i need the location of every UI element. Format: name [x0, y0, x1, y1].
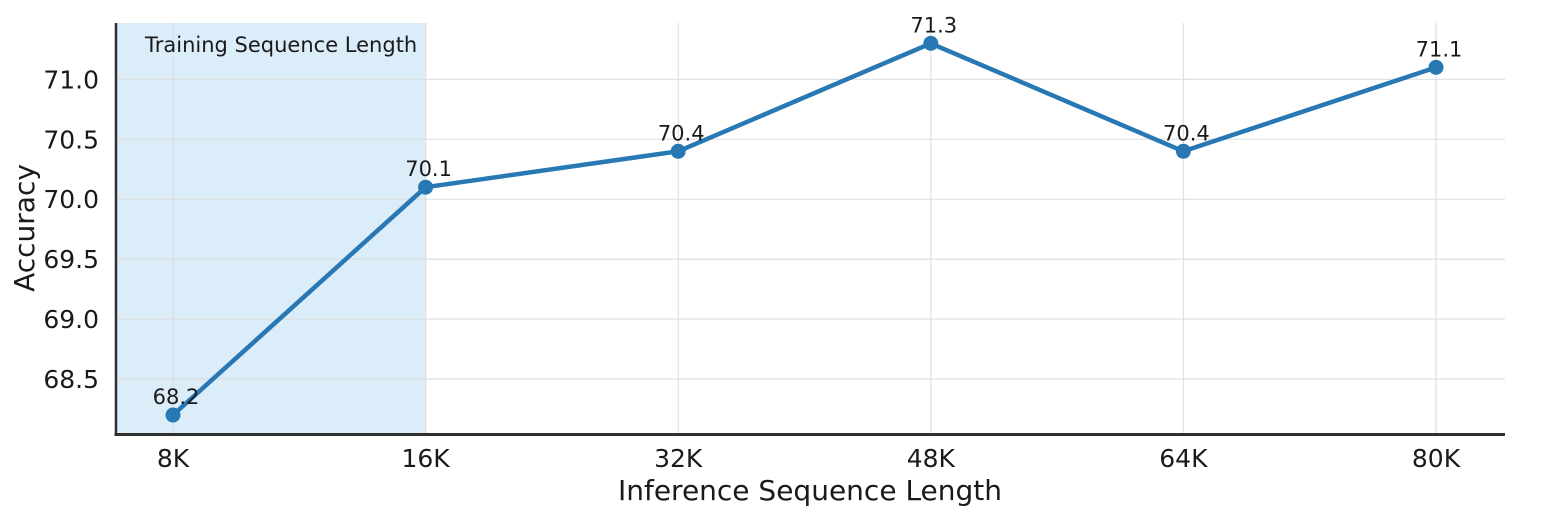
data-point [165, 407, 181, 423]
y-tick-label: 70.0 [43, 185, 99, 214]
y-tick-label: 69.0 [43, 305, 99, 334]
point-value-label: 70.4 [658, 121, 705, 145]
accuracy-line [170, 41, 1439, 418]
series-layer [165, 35, 1444, 423]
point-value-label: 71.3 [910, 13, 957, 37]
y-tick-label: 68.5 [43, 365, 99, 394]
point-value-label: 68.2 [153, 385, 200, 409]
data-point [923, 35, 939, 51]
x-tick-label: 64K [1159, 444, 1208, 473]
y-tick-labels: 68.5 69.0 69.5 70.0 70.5 71.0 [43, 65, 99, 394]
data-point [418, 179, 434, 195]
y-tick-label: 70.5 [43, 125, 99, 154]
axis-spines [114, 23, 1505, 436]
y-axis-label: Accuracy [8, 164, 41, 292]
point-value-label: 71.1 [1416, 37, 1463, 61]
x-tick-label: 48K [907, 444, 956, 473]
x-tick-label: 32K [654, 444, 703, 473]
x-tick-label: 8K [157, 444, 190, 473]
data-point [1428, 59, 1444, 75]
training-region-label: Training Sequence Length [144, 33, 417, 57]
x-tick-label: 16K [401, 444, 450, 473]
point-labels: 68.2 70.1 70.4 71.3 70.4 71.1 [153, 13, 1463, 409]
x-axis-label: Inference Sequence Length [618, 474, 1002, 507]
point-value-label: 70.4 [1163, 121, 1210, 145]
y-tick-label: 71.0 [43, 65, 99, 94]
x-tick-labels: 8K 16K 32K 48K 64K 80K [157, 444, 1461, 473]
data-point [670, 143, 686, 159]
y-tick-label: 69.5 [43, 245, 99, 274]
point-value-label: 70.1 [405, 157, 452, 181]
training-region [117, 23, 426, 434]
data-point [1175, 143, 1191, 159]
x-tick-label: 80K [1412, 444, 1461, 473]
